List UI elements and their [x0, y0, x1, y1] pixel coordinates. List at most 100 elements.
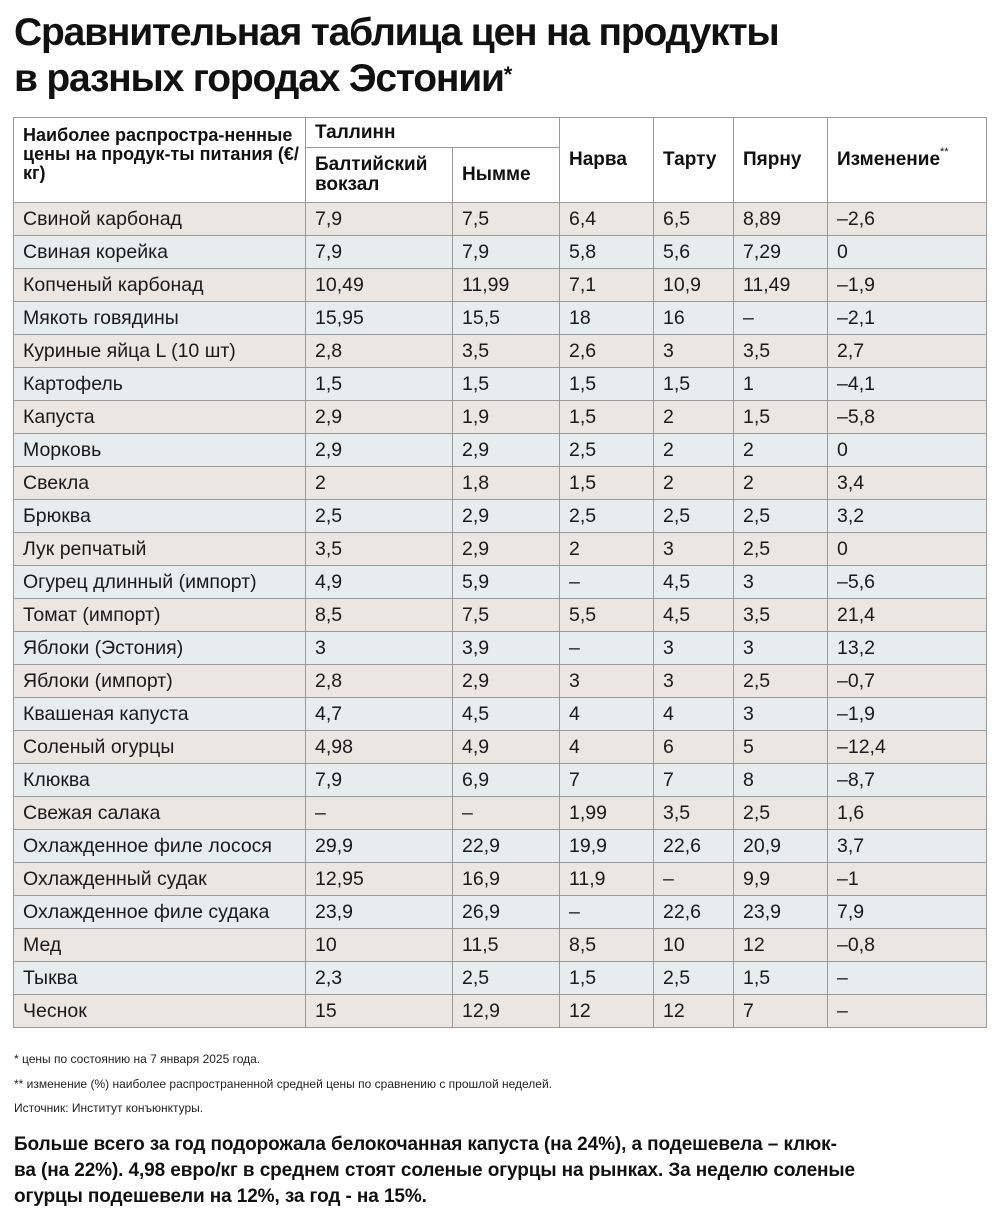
table-row: Лук репчатый 3,5 2,9 2 3 2,5 0	[13, 532, 988, 566]
price-parnu: –	[733, 301, 829, 335]
summary-line-3: огурцы подешевели на 12%, за год - на 15…	[14, 1186, 427, 1207]
price-narva: 2	[559, 532, 655, 566]
price-tartu: 3	[653, 334, 735, 368]
header-nomme: Нымме	[451, 147, 561, 203]
price-nomme: –	[451, 796, 561, 830]
price-baltic-station: 2,9	[305, 433, 453, 467]
header-change-footnote-mark: **	[940, 146, 949, 158]
product-name: Яблоки (импорт)	[13, 664, 306, 698]
price-baltic-station: 1,5	[305, 367, 453, 401]
table-row: Клюква 7,9 6,9 7 7 8 –8,7	[13, 763, 988, 797]
table-row: Тыква 2,3 2,5 1,5 2,5 1,5–	[13, 961, 988, 995]
price-baltic-station: 12,95	[305, 862, 453, 896]
price-baltic-station: 3	[305, 631, 453, 665]
price-baltic-station: 29,9	[305, 829, 453, 863]
header-product: Наиболее распростра-ненные цены на проду…	[13, 117, 306, 203]
product-name: Капуста	[13, 400, 306, 434]
product-name: Лук репчатый	[13, 532, 306, 566]
price-baltic-station: 15,95	[305, 301, 453, 335]
source-note: Источник: Институт конъюнктуры.	[14, 1101, 204, 1115]
price-narva: 2,5	[559, 433, 655, 467]
price-nomme: 15,5	[451, 301, 561, 335]
price-parnu: 2	[733, 466, 829, 500]
product-name: Брюква	[13, 499, 306, 533]
price-nomme: 26,9	[451, 895, 561, 929]
price-tartu: 12	[653, 994, 735, 1028]
table-row: Квашеная капуста 4,7 4,5 4 4 3 –1,9	[13, 697, 988, 731]
table-row: Морковь 2,9 2,9 2,5 2 2 0	[13, 433, 988, 467]
price-change: 3,2	[827, 499, 988, 533]
table-row: Капуста 2,9 1,9 1,5 2 1,5 –5,8	[13, 400, 988, 434]
price-table: Наиболее распростра-ненные цены на проду…	[13, 117, 988, 1028]
price-tartu: 22,6	[653, 895, 735, 929]
price-nomme: 1,9	[451, 400, 561, 434]
table-row: Охлажденный судак 12,95 16,9 11,9–9,9 –1	[13, 862, 988, 896]
price-change: 3,7	[827, 829, 988, 863]
price-baltic-station: 23,9	[305, 895, 453, 929]
product-name: Чеснок	[13, 994, 306, 1028]
header-baltic-station: Балтийский вокзал	[305, 147, 453, 203]
price-nomme: 5,9	[451, 565, 561, 599]
price-tartu: 5,6	[653, 235, 735, 269]
price-nomme: 16,9	[451, 862, 561, 896]
header-tartu: Тарту	[653, 117, 735, 203]
price-tartu: 2,5	[653, 961, 735, 995]
price-tartu: 4,5	[653, 598, 735, 632]
price-nomme: 11,5	[451, 928, 561, 962]
title-footnote-mark: *	[503, 62, 513, 87]
table-row: Охлажденное филе лосося 29,9 22,9 19,9 22,6 2…	[13, 829, 988, 863]
price-baltic-station: 2,8	[305, 664, 453, 698]
price-change: –2,1	[827, 301, 988, 335]
product-name: Квашеная капуста	[13, 697, 306, 731]
price-baltic-station: 4,7	[305, 697, 453, 731]
price-baltic-station: –	[305, 796, 453, 830]
price-nomme: 3,5	[451, 334, 561, 368]
header-change-label: Изменение	[837, 149, 941, 170]
product-name: Соленый огурцы	[13, 730, 306, 764]
price-change: 0	[827, 433, 988, 467]
table-header: Наиболее распростра-ненные цены на проду…	[13, 117, 988, 203]
price-narva: 6,4	[559, 202, 655, 236]
price-baltic-station: 7,9	[305, 235, 453, 269]
price-narva: 4	[559, 697, 655, 731]
header-parnu: Пярну	[733, 117, 829, 203]
price-baltic-station: 2,3	[305, 961, 453, 995]
price-parnu: 8	[733, 763, 829, 797]
price-narva: 19,9	[559, 829, 655, 863]
product-name: Огурец длинный (импорт)	[13, 565, 306, 599]
price-tartu: 10	[653, 928, 735, 962]
price-nomme: 2,5	[451, 961, 561, 995]
price-tartu: 3	[653, 664, 735, 698]
price-parnu: 2,5	[733, 796, 829, 830]
price-parnu: 9,9	[733, 862, 829, 896]
price-nomme: 1,8	[451, 466, 561, 500]
price-change: –	[827, 961, 988, 995]
price-nomme: 3,9	[451, 631, 561, 665]
price-baltic-station: 10,49	[305, 268, 453, 302]
price-change: –	[827, 994, 988, 1028]
table-row: Мякоть говядины 15,95 15,5 18 16– –2,1	[13, 301, 988, 335]
title-line-2-text: в разных городах Эстонии	[14, 57, 505, 100]
price-narva: 2,6	[559, 334, 655, 368]
price-nomme: 11,99	[451, 268, 561, 302]
price-narva: –	[559, 895, 655, 929]
price-nomme: 1,5	[451, 367, 561, 401]
price-change: 21,4	[827, 598, 988, 632]
price-baltic-station: 4,98	[305, 730, 453, 764]
price-nomme: 6,9	[451, 763, 561, 797]
price-narva: 2,5	[559, 499, 655, 533]
price-change: 0	[827, 532, 988, 566]
price-change: 0	[827, 235, 988, 269]
price-baltic-station: 2,9	[305, 400, 453, 434]
product-name: Мед	[13, 928, 306, 962]
product-name: Охлажденный судак	[13, 862, 306, 896]
price-change: 13,2	[827, 631, 988, 665]
price-tartu: 4,5	[653, 565, 735, 599]
price-change: –1,9	[827, 697, 988, 731]
price-change: 7,9	[827, 895, 988, 929]
price-baltic-station: 7,9	[305, 202, 453, 236]
price-nomme: 4,9	[451, 730, 561, 764]
price-tartu: 2	[653, 466, 735, 500]
table-row: Свежая салака – –1,99 3,5 2,5 1,6	[13, 796, 988, 830]
price-parnu: 2,5	[733, 664, 829, 698]
